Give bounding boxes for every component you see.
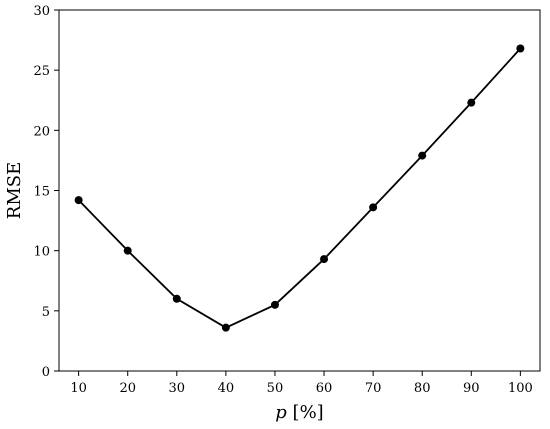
x-axis-label-unit: [%]	[287, 402, 324, 423]
y-axis-label: RMSE	[4, 162, 25, 219]
x-axis-label: p [%]	[275, 402, 323, 423]
data-point-40	[221, 323, 230, 332]
x-tick-label-90: 90	[463, 381, 480, 396]
y-tick-label-0: 0	[42, 365, 50, 380]
y-tick-label-10: 10	[33, 245, 50, 260]
ticks-layer: 10 20 30 40 50 60 70 80 90 100 0 5 10 15 20 25 30	[33, 4, 532, 396]
data-point-60	[320, 255, 329, 264]
y-tick-label-30: 30	[33, 4, 50, 19]
data-point-50	[270, 300, 279, 309]
points-layer	[74, 44, 525, 332]
y-tick-label-20: 20	[33, 124, 50, 139]
y-tick-label-25: 25	[33, 64, 50, 79]
data-point-30	[172, 294, 181, 303]
x-tick-label-70: 70	[365, 381, 382, 396]
x-tick-label-80: 80	[414, 381, 431, 396]
data-point-80	[418, 151, 427, 160]
x-tick-label-30: 30	[169, 381, 186, 396]
x-tick-label-10: 10	[70, 381, 87, 396]
y-tick-label-5: 5	[42, 305, 50, 320]
x-tick-label-40: 40	[218, 381, 235, 396]
data-point-100	[516, 44, 525, 53]
data-point-20	[123, 246, 132, 255]
x-tick-label-20: 20	[119, 381, 136, 396]
plot-frame	[58, 9, 541, 372]
x-tick-label-100: 100	[508, 381, 533, 396]
data-point-70	[369, 203, 378, 212]
x-tick-label-50: 50	[267, 381, 284, 396]
data-point-90	[467, 98, 476, 107]
x-tick-label-60: 60	[316, 381, 333, 396]
series-line	[77, 47, 522, 329]
y-tick-label-15: 15	[33, 185, 50, 200]
data-point-10	[74, 196, 83, 205]
x-axis-label-variable: p	[275, 402, 287, 423]
